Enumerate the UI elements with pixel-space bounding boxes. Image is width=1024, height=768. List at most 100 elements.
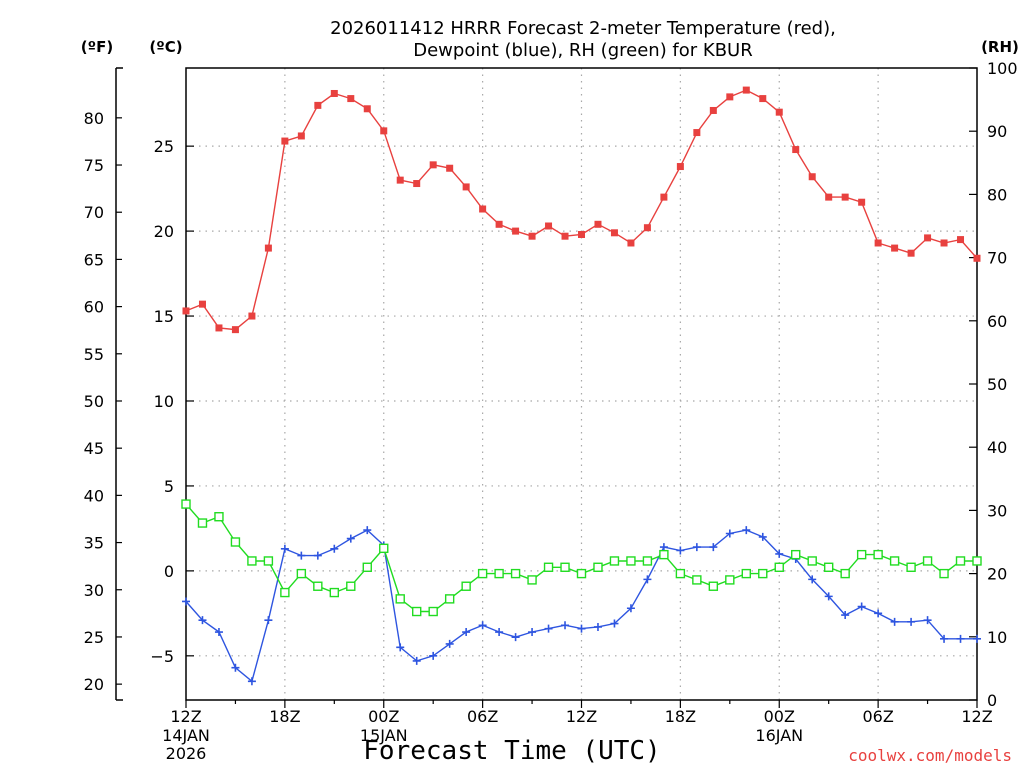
fahrenheit-tick-label: 65 bbox=[84, 250, 104, 269]
dewpoint-point bbox=[725, 529, 734, 538]
rh-point bbox=[197, 518, 208, 528]
rh-point bbox=[939, 568, 949, 579]
fahrenheit-tick-label: 70 bbox=[84, 203, 104, 222]
dewpoint-point bbox=[462, 628, 471, 637]
rh-point bbox=[329, 587, 340, 598]
dewpoint-point bbox=[445, 639, 454, 648]
rh-point bbox=[379, 543, 389, 554]
rh-tick-label: 30 bbox=[987, 501, 1007, 520]
x-tick-date-label: 15JAN bbox=[360, 726, 408, 745]
dewpoint-point bbox=[528, 628, 537, 637]
rh-point bbox=[675, 568, 686, 579]
dewpoint-point bbox=[198, 616, 207, 625]
temperature-point bbox=[825, 193, 833, 201]
temperature-point bbox=[957, 236, 965, 244]
temperature-point bbox=[709, 106, 717, 114]
dewpoint-point bbox=[593, 622, 602, 631]
dewpoint-point bbox=[676, 546, 685, 555]
temperature-point bbox=[446, 164, 454, 172]
rh-point bbox=[444, 594, 455, 604]
rh-tick-label: 0 bbox=[987, 691, 997, 710]
rh-tick-label: 100 bbox=[987, 59, 1018, 78]
temperature-point bbox=[693, 129, 701, 137]
temperature-point bbox=[198, 300, 206, 308]
temperature-point bbox=[775, 108, 783, 116]
dewpoint-point bbox=[313, 551, 322, 560]
temperature-point bbox=[462, 183, 470, 191]
temperature-point bbox=[231, 326, 239, 334]
dewpoint-point bbox=[412, 656, 421, 665]
dewpoint-point bbox=[297, 551, 306, 560]
temperature-point bbox=[429, 161, 437, 169]
rh-point bbox=[560, 562, 570, 572]
dewpoint-point bbox=[841, 611, 850, 620]
x-tick-label: 12Z bbox=[170, 707, 201, 726]
rh-tick-label: 50 bbox=[987, 375, 1007, 394]
x-tick-label: 12Z bbox=[566, 707, 597, 726]
dewpoint-point bbox=[214, 628, 223, 637]
temperature-point bbox=[940, 239, 948, 247]
temperature-point bbox=[792, 146, 800, 154]
fahrenheit-tick-label: 25 bbox=[84, 628, 104, 647]
rh-point bbox=[708, 581, 719, 591]
celsius-tick-label: 10 bbox=[154, 392, 174, 411]
rh-point bbox=[428, 606, 438, 617]
dewpoint-point bbox=[857, 602, 866, 611]
temperature-point bbox=[907, 249, 915, 257]
rh-point bbox=[346, 581, 356, 591]
rh-point bbox=[774, 562, 784, 572]
dewpoint-point bbox=[363, 526, 372, 535]
dewpoint-point bbox=[956, 634, 965, 643]
temperature-point bbox=[858, 198, 866, 206]
temperature-point bbox=[314, 101, 322, 109]
rh-point bbox=[593, 562, 603, 572]
rh-point bbox=[692, 575, 702, 585]
dewpoint-point bbox=[478, 621, 487, 630]
axes bbox=[115, 67, 978, 708]
x-tick-label: 00Z bbox=[764, 707, 795, 726]
rh-point bbox=[758, 568, 768, 579]
rh-tick-label: 20 bbox=[987, 565, 1007, 584]
rh-point bbox=[247, 556, 257, 566]
dewpoint-point bbox=[182, 597, 190, 606]
temperature-point bbox=[660, 193, 668, 201]
rh-point bbox=[494, 568, 504, 579]
temperature-point bbox=[676, 163, 684, 171]
temperature-point bbox=[841, 193, 849, 201]
dewpoint-point bbox=[561, 621, 570, 630]
rh-point bbox=[955, 556, 966, 566]
temperature-point bbox=[891, 244, 899, 252]
temperature-point bbox=[874, 239, 882, 247]
x-tick-label: 18Z bbox=[269, 707, 300, 726]
dewpoint-point bbox=[396, 643, 405, 652]
series-markers bbox=[181, 86, 982, 686]
fahrenheit-tick-label: 60 bbox=[84, 298, 104, 317]
rh-point bbox=[181, 499, 191, 509]
temperature-point bbox=[215, 324, 223, 332]
fahrenheit-tick-label: 20 bbox=[84, 675, 104, 694]
rh-point bbox=[725, 575, 735, 585]
x-tick-label: 12Z bbox=[961, 707, 992, 726]
temperature-line bbox=[185, 89, 978, 331]
temperature-point bbox=[363, 105, 371, 113]
chart-title-line-2: Dewpoint (blue), RH (green) for KBUR bbox=[413, 40, 753, 61]
rh-tick-label: 60 bbox=[987, 312, 1007, 331]
fahrenheit-tick-label: 75 bbox=[84, 156, 104, 175]
rh-tick-label: 10 bbox=[987, 628, 1007, 647]
temperature-point bbox=[643, 224, 651, 232]
dewpoint-point bbox=[511, 633, 520, 642]
temperature-point bbox=[281, 137, 289, 145]
temperature-point bbox=[973, 254, 981, 262]
temperature-point bbox=[924, 234, 932, 242]
fahrenheit-tick-label: 45 bbox=[84, 439, 104, 458]
dewpoint-point bbox=[907, 617, 916, 626]
rh-tick-label: 70 bbox=[987, 249, 1007, 268]
rh-point bbox=[313, 581, 323, 591]
dewpoint-point bbox=[709, 543, 718, 552]
rh-point bbox=[791, 549, 801, 560]
dewpoint-point bbox=[808, 575, 817, 584]
x-tick-date-label: 16JAN bbox=[755, 726, 803, 745]
dewpoint-point bbox=[626, 604, 635, 613]
dewpoint-point bbox=[495, 628, 504, 637]
